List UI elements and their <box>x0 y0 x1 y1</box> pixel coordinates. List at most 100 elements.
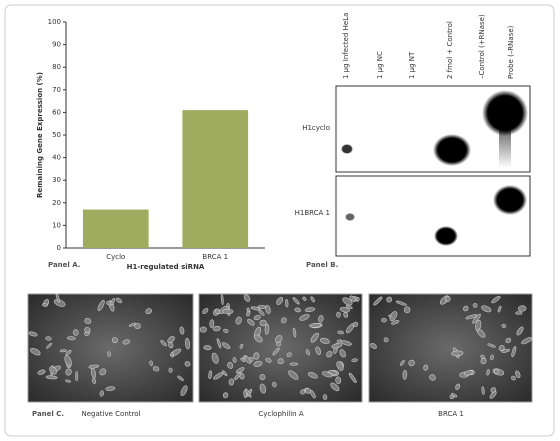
cell <box>480 357 487 365</box>
cell <box>348 372 357 383</box>
cell <box>336 361 344 371</box>
cell <box>75 371 79 382</box>
cell <box>167 336 175 343</box>
cell <box>501 348 510 353</box>
cell <box>145 308 152 315</box>
cell <box>310 296 315 303</box>
cell <box>481 305 492 313</box>
blot-column-label: Probe (–RNase) <box>507 25 515 79</box>
cell <box>326 350 333 358</box>
cell <box>99 368 107 376</box>
x-tick-label: BRCA 1 <box>202 253 228 261</box>
cell <box>277 358 284 365</box>
x-tick-label: Cyclo <box>106 253 125 261</box>
cell <box>493 368 499 375</box>
cell <box>292 327 297 338</box>
y-tick-label: 0 <box>57 244 61 252</box>
cell <box>179 326 185 335</box>
cell <box>180 385 188 397</box>
cell <box>227 362 234 369</box>
y-tick-label: 90 <box>52 41 61 49</box>
cell <box>408 359 415 367</box>
cell <box>221 370 228 377</box>
cell <box>315 346 322 355</box>
cell <box>462 305 469 312</box>
cell <box>65 350 72 356</box>
y-tick-label: 60 <box>52 108 61 116</box>
cell <box>64 355 72 367</box>
cell <box>239 343 244 349</box>
cell <box>321 371 333 378</box>
cell <box>286 352 292 358</box>
cell <box>352 321 359 328</box>
cell <box>489 390 497 399</box>
cell <box>199 326 207 333</box>
cell <box>65 379 71 383</box>
cell <box>280 317 287 324</box>
cell <box>253 352 260 360</box>
cell <box>92 378 97 384</box>
cell <box>46 342 53 349</box>
blot-spot <box>433 134 471 166</box>
cell <box>84 318 92 325</box>
cell <box>246 310 251 317</box>
cell <box>122 339 130 345</box>
cell <box>490 354 494 361</box>
cell <box>276 296 284 305</box>
cell <box>170 352 175 358</box>
blot-column-label: 2 fmol + Control <box>446 21 454 79</box>
cell <box>264 323 270 335</box>
cell <box>305 349 310 356</box>
cell <box>400 360 405 366</box>
cell <box>304 307 316 313</box>
cell <box>511 346 517 358</box>
cell <box>111 337 118 344</box>
cell <box>253 334 263 343</box>
micrograph-caption: BRCA 1 <box>438 410 464 418</box>
cell <box>97 299 105 312</box>
cell <box>335 376 342 385</box>
cell <box>339 306 351 313</box>
cell <box>28 331 38 337</box>
cell <box>386 296 393 303</box>
cell <box>265 304 271 315</box>
cell <box>289 362 299 366</box>
blot-column-label: 1 µg Infected HeLa <box>342 13 350 79</box>
cell <box>381 317 387 323</box>
cell <box>521 337 533 345</box>
cell <box>212 325 221 332</box>
cell <box>184 337 191 350</box>
y-tick-label: 10 <box>52 221 61 229</box>
cell <box>105 386 116 391</box>
cell <box>339 349 346 358</box>
blot: 1 µg Infected HeLa 1 µg NC 1 µg NT 2 fmo… <box>295 13 531 257</box>
cell <box>403 306 411 314</box>
blot-spot <box>493 185 527 215</box>
cell <box>107 351 111 357</box>
micrograph <box>27 293 194 403</box>
cell <box>168 367 173 373</box>
blot-row-label: H1cyclo <box>302 124 330 132</box>
cell <box>515 311 523 315</box>
cell <box>300 389 306 395</box>
cell <box>235 367 245 374</box>
micrograph-caption: Negative Control <box>82 410 141 418</box>
cell <box>184 361 191 367</box>
cell <box>134 323 141 330</box>
cell <box>221 342 231 350</box>
cell <box>149 360 153 367</box>
cell <box>294 307 301 313</box>
cell <box>177 375 184 381</box>
y-tick-label: 40 <box>52 154 61 162</box>
y-tick-label: 30 <box>52 176 61 184</box>
cell <box>110 298 116 306</box>
cell <box>319 337 330 344</box>
cell <box>299 314 310 321</box>
cell <box>370 343 377 349</box>
y-tick-label: 70 <box>52 86 61 94</box>
micrograph-caption: Cyclophilin A <box>258 410 303 418</box>
cell <box>351 358 358 363</box>
cell <box>223 328 229 333</box>
blot-spot <box>345 213 355 221</box>
bar <box>82 209 149 248</box>
